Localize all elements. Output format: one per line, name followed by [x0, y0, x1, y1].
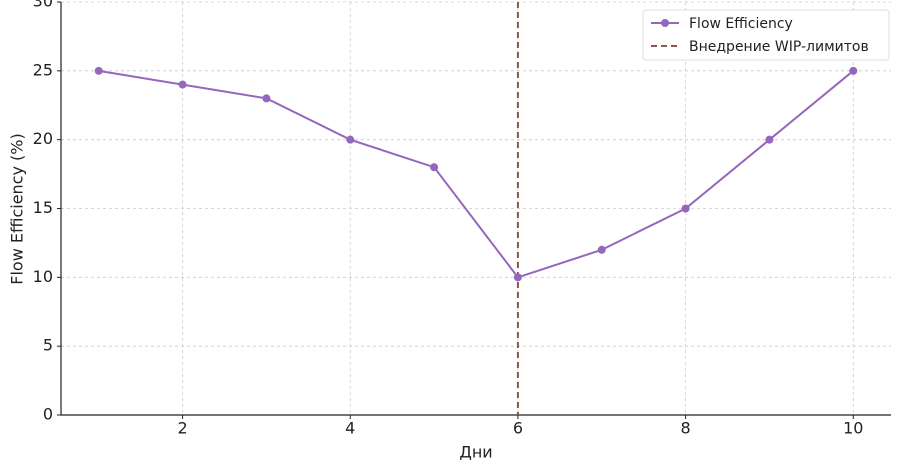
y-tick-label: 10	[33, 267, 53, 286]
y-tick-label: 0	[43, 405, 53, 424]
y-axis-label: Flow Efficiency (%)	[8, 133, 27, 284]
data-point	[597, 245, 606, 254]
legend-box	[642, 9, 890, 61]
y-tick-label: 30	[33, 0, 53, 11]
data-point	[262, 94, 271, 103]
y-tick-label: 25	[33, 60, 53, 79]
data-point	[94, 66, 103, 75]
data-point	[430, 163, 439, 172]
data-point	[681, 204, 690, 213]
legend-label: Внедрение WIP-лимитов	[689, 39, 869, 55]
y-tick-label: 20	[33, 129, 53, 148]
x-tick-label: 4	[345, 419, 355, 438]
x-axis-label: Дни	[459, 443, 492, 462]
data-point	[346, 135, 355, 144]
x-tick-label: 2	[177, 419, 187, 438]
y-tick-label: 5	[43, 336, 53, 355]
data-point	[178, 80, 187, 89]
x-tick-label: 10	[843, 419, 863, 438]
data-point	[513, 273, 522, 282]
legend: Flow Efficiency Внедрение WIP-лимитов	[642, 9, 890, 61]
data-point	[849, 66, 858, 75]
x-tick-label: 6	[513, 419, 523, 438]
x-tick-label: 8	[681, 419, 691, 438]
y-tick-label: 15	[33, 198, 53, 217]
legend-label: Flow Efficiency	[689, 16, 793, 32]
data-point	[765, 135, 774, 144]
data-line	[98, 69, 854, 279]
legend-swatch	[661, 19, 669, 27]
